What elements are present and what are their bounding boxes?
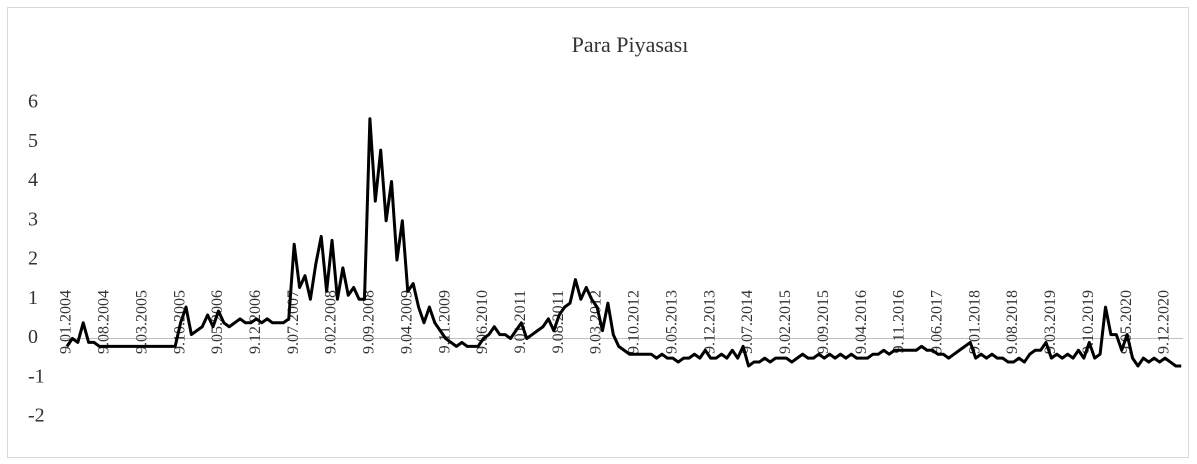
- x-tick-label: 9.07.2014: [739, 290, 756, 354]
- x-tick-label: 9.06.2010: [474, 290, 491, 354]
- x-tick-label: 9.12.2020: [1156, 290, 1173, 354]
- x-tick-label: 9.06.2017: [928, 290, 945, 354]
- x-tick-label: 9.11.2016: [891, 290, 908, 353]
- x-tick-label: 9.04.2016: [853, 290, 870, 354]
- x-tick-label: 9.12.2013: [701, 290, 718, 354]
- x-tick-label: 9.11.2009: [436, 290, 453, 353]
- series-line: [65, 117, 1182, 368]
- x-tick-label: 9.01.2004: [58, 290, 75, 354]
- x-tick-label: 9.05.2013: [663, 290, 680, 354]
- y-tick-label: 0: [28, 326, 38, 348]
- x-tick-label: 9.03.2019: [1042, 290, 1059, 354]
- x-tick-label: 9.10.2019: [1080, 290, 1097, 354]
- x-tick-label: 9.03.2005: [133, 290, 150, 354]
- y-tick-label: 2: [28, 248, 38, 270]
- x-tick-label: 9.12.2006: [247, 290, 264, 354]
- y-tick-label: -2: [28, 405, 45, 427]
- y-tick-label: 5: [28, 130, 38, 152]
- y-tick-label: -1: [28, 365, 45, 387]
- x-tick-label: 9.05.2006: [209, 290, 226, 354]
- x-tick-label: 9.10.2012: [626, 290, 643, 354]
- chart-frame: [7, 7, 1189, 458]
- x-tick-label: 9.02.2015: [777, 290, 794, 354]
- x-tick-label: 9.08.2004: [96, 290, 113, 354]
- x-tick-label: 9.05.2020: [1118, 290, 1135, 354]
- x-tick-label: 9.01.2018: [966, 290, 983, 354]
- y-tick-label: 4: [28, 169, 38, 191]
- x-tick-label: 9.02.2008: [323, 290, 340, 354]
- x-tick-label: 9.07.2007: [285, 290, 302, 354]
- chart-title: Para Piyasası: [572, 32, 689, 57]
- x-tick-label: 9.04.2009: [398, 290, 415, 354]
- x-tick-label: 9.09.2008: [361, 290, 378, 354]
- x-tick-label: 9.08.2018: [1004, 290, 1021, 354]
- y-tick-label: 1: [28, 287, 38, 309]
- y-tick-label: 3: [28, 208, 38, 230]
- y-tick-label: 6: [28, 91, 38, 113]
- x-tick-label: 9.03.2012: [588, 290, 605, 354]
- x-tick-label: 9.09.2015: [815, 290, 832, 354]
